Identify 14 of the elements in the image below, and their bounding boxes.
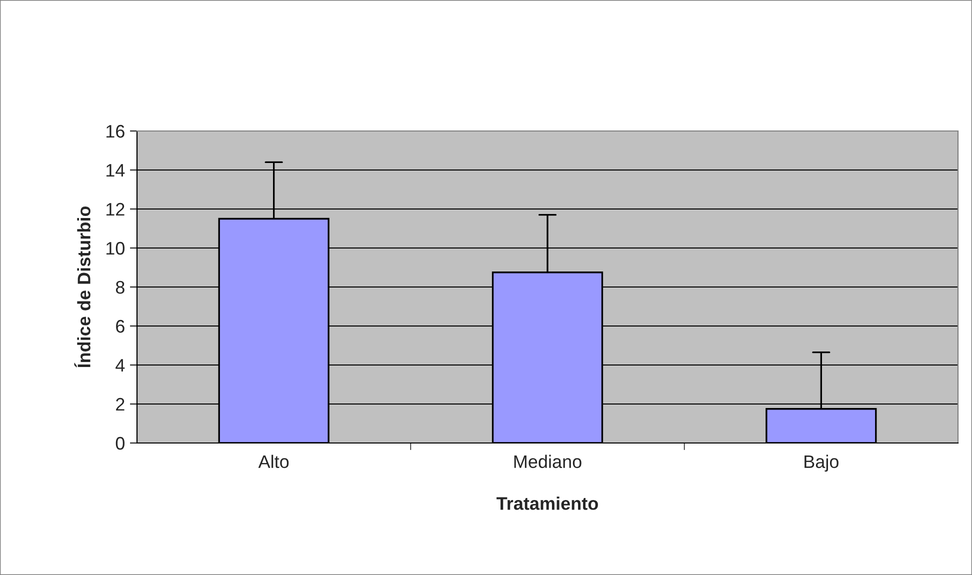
y-tick-label: 16 (106, 124, 124, 138)
x-tick-label: Bajo (804, 454, 838, 472)
x-tick-label: Alto (258, 454, 289, 468)
y-tick-label: 2 (116, 398, 124, 411)
y-tick-label: 10 (106, 242, 124, 255)
y-tick-label: 8 (116, 280, 124, 294)
y-tick-label: 14 (106, 164, 125, 177)
x-axis-title: Tratamiento (496, 496, 598, 510)
y-tick-label: 6 (116, 320, 124, 333)
y-tick-label: 12 (106, 202, 124, 216)
y-tick-label: 0 (116, 436, 124, 450)
x-tick-label: Mediano (514, 454, 582, 468)
y-axis-title: Índice de Disturbio (74, 206, 90, 368)
y-tick-label: 4 (116, 359, 125, 372)
